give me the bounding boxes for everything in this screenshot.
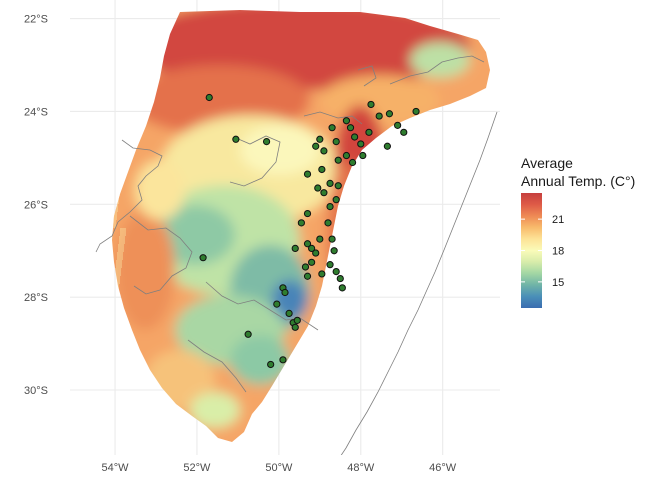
sample-point xyxy=(400,128,408,136)
sample-point xyxy=(314,184,322,192)
sample-point xyxy=(303,170,312,178)
sample-point xyxy=(412,107,420,116)
x-tick-label: 50°W xyxy=(265,462,293,474)
sample-point xyxy=(285,309,293,317)
sample-point xyxy=(365,128,373,136)
sample-point xyxy=(273,300,281,308)
sample-point xyxy=(308,244,316,252)
sample-point xyxy=(332,196,340,204)
legend-tick-label: 18 xyxy=(552,246,564,258)
sample-point xyxy=(316,135,324,143)
legend-colorbar xyxy=(521,193,542,308)
sample-point xyxy=(342,117,351,125)
y-tick-label: 24°S xyxy=(24,106,48,118)
sample-point xyxy=(293,316,301,324)
sample-point xyxy=(357,140,365,148)
x-tick-label: 48°W xyxy=(347,462,375,474)
x-tick-label: 54°W xyxy=(102,462,130,474)
y-tick-label: 26°S xyxy=(24,199,48,211)
coastline-outline xyxy=(340,111,498,455)
sample-points xyxy=(199,93,420,369)
sample-point xyxy=(312,249,320,257)
y-axis: 22°S 24°S 26°S 28°S 30°S xyxy=(24,14,48,397)
sample-point xyxy=(359,151,367,160)
state-border xyxy=(95,139,163,253)
sample-point xyxy=(332,138,340,146)
legend-title-line2: Annual Temp. (C°) xyxy=(521,173,635,189)
temperature-raster xyxy=(112,10,490,442)
legend-tick-label: 15 xyxy=(552,277,564,289)
sample-point xyxy=(303,272,312,280)
sample-point xyxy=(303,209,312,218)
sample-point xyxy=(383,142,391,150)
legend: Average Annual Temp. (C°) 15 18 21 xyxy=(521,155,635,308)
state-border xyxy=(303,111,363,125)
state-border xyxy=(229,135,281,187)
sample-point xyxy=(199,254,207,262)
x-axis: 54°W 52°W 50°W 48°W 46°W xyxy=(102,462,457,474)
sample-point xyxy=(318,165,326,174)
sample-point xyxy=(334,156,342,164)
sample-point xyxy=(336,274,344,283)
sample-point xyxy=(232,135,240,143)
sample-point xyxy=(338,284,346,292)
sample-point xyxy=(334,182,342,190)
legend-title-line1: Average xyxy=(521,155,573,171)
sample-point xyxy=(326,203,334,211)
sample-point xyxy=(367,100,375,109)
sample-point xyxy=(385,110,394,118)
sample-point xyxy=(375,112,383,120)
x-tick-label: 52°W xyxy=(183,462,211,474)
sample-point xyxy=(320,147,328,155)
sample-point xyxy=(346,124,355,132)
sample-point xyxy=(291,244,299,252)
sample-point xyxy=(205,93,213,102)
sample-point xyxy=(332,268,340,276)
y-tick-label: 22°S xyxy=(24,14,48,26)
sample-point xyxy=(328,235,336,243)
sample-point xyxy=(312,142,320,150)
sample-point xyxy=(279,356,287,364)
y-tick-label: 30°S xyxy=(24,385,48,397)
sample-point xyxy=(351,133,359,141)
sample-point xyxy=(267,360,275,369)
sample-point xyxy=(318,270,326,278)
state-border xyxy=(357,65,377,87)
boundary-lines xyxy=(95,55,498,455)
sample-point xyxy=(326,179,334,187)
sample-point xyxy=(320,189,328,197)
sample-point xyxy=(324,219,332,227)
sample-point xyxy=(291,323,299,331)
sample-point xyxy=(394,121,402,129)
sample-point xyxy=(301,263,310,271)
state-border xyxy=(389,55,485,85)
sample-point xyxy=(297,219,305,227)
state-border xyxy=(129,215,193,295)
legend-tick-label: 21 xyxy=(552,214,564,226)
sample-point xyxy=(328,124,336,132)
y-tick-label: 28°S xyxy=(24,292,48,304)
sample-point xyxy=(330,247,338,255)
sample-point xyxy=(348,158,357,167)
sample-point xyxy=(244,330,252,338)
sample-point xyxy=(262,138,271,146)
sample-point xyxy=(281,288,289,297)
state-border xyxy=(187,339,247,393)
sample-point xyxy=(342,151,351,160)
sample-point xyxy=(316,235,324,243)
sample-point xyxy=(308,258,316,266)
sample-point xyxy=(303,240,312,248)
legend-ticks: 15 18 21 xyxy=(521,214,564,289)
sample-point xyxy=(326,261,334,269)
x-tick-label: 46°W xyxy=(429,462,457,474)
